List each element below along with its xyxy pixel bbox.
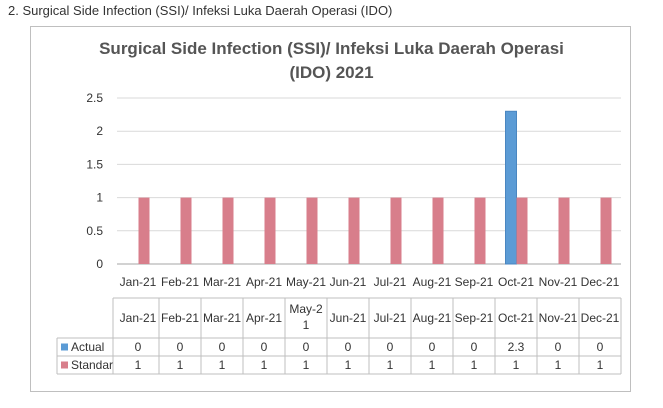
legend-key-actual (61, 343, 68, 351)
table-value-cell: 1 (471, 358, 478, 372)
chart-frame (30, 26, 631, 392)
legend-key-standar (61, 361, 68, 369)
x-tick-label: Feb-21 (161, 275, 199, 289)
table-header-cell: Sep-21 (455, 311, 494, 325)
table-value-cell: 0 (471, 340, 478, 354)
bar-standar (264, 197, 276, 264)
table-value-cell: 1 (513, 358, 520, 372)
table-value-cell: 1 (597, 358, 604, 372)
document-heading: 2. Surgical Side Infection (SSI)/ Infeks… (8, 3, 393, 18)
table-value-cell: 0 (387, 340, 394, 354)
bar-standar (222, 197, 234, 264)
y-tick-label: 0.5 (86, 224, 103, 238)
x-tick-label: Dec-21 (581, 275, 620, 289)
table-value-cell: 1 (387, 358, 394, 372)
bar-standar (558, 197, 570, 264)
table-value-cell: 0 (597, 340, 604, 354)
bar-standar (180, 197, 192, 264)
table-header-cell: Jun-21 (330, 311, 367, 325)
table-header-cell: Nov-21 (539, 311, 578, 325)
table-value-cell: 1 (261, 358, 268, 372)
table-value-cell: 0 (177, 340, 184, 354)
table-header-cell: Mar-21 (203, 311, 241, 325)
table-header-cell: Apr-21 (246, 311, 282, 325)
bar-standar (306, 197, 318, 264)
table-value-cell: 1 (555, 358, 562, 372)
table-header-cell: 1 (303, 318, 310, 332)
table-value-cell: 1 (345, 358, 352, 372)
table-value-cell: 1 (177, 358, 184, 372)
table-value-cell: 1 (303, 358, 310, 372)
chart-title-line2: (IDO) 2021 (289, 63, 374, 82)
y-tick-label: 0 (96, 257, 103, 271)
table-header-cell: May-2 (289, 302, 323, 316)
bar-standar (390, 197, 402, 264)
x-tick-label: Sep-21 (455, 275, 494, 289)
table-value-cell: 0 (345, 340, 352, 354)
bar-standar (432, 197, 444, 264)
bar-standar (474, 197, 486, 264)
table-header-cell: Oct-21 (498, 311, 534, 325)
x-tick-label: Jan-21 (120, 275, 157, 289)
x-tick-label: Apr-21 (246, 275, 282, 289)
legend-label-actual: Actual (71, 340, 104, 354)
bar-standar (600, 197, 612, 264)
x-tick-label: May-21 (286, 275, 326, 289)
table-header-cell: Dec-21 (581, 311, 620, 325)
table-value-cell: 1 (219, 358, 226, 372)
x-tick-label: Nov-21 (539, 275, 578, 289)
table-header-cell: Aug-21 (413, 311, 452, 325)
y-tick-label: 2 (96, 124, 103, 138)
table-value-cell: 0 (555, 340, 562, 354)
table-value-cell: 0 (219, 340, 226, 354)
table-value-cell: 1 (429, 358, 436, 372)
table-header-cell: Jan-21 (120, 311, 157, 325)
bar-standar (516, 197, 528, 264)
x-tick-label: Mar-21 (203, 275, 241, 289)
table-value-cell: 2.3 (508, 340, 525, 354)
chart-title-line1: Surgical Side Infection (SSI)/ Infeksi L… (99, 39, 564, 58)
x-tick-label: Jul-21 (374, 275, 407, 289)
y-tick-label: 1.5 (86, 157, 103, 171)
y-tick-label: 2.5 (86, 91, 103, 105)
x-tick-label: Aug-21 (413, 275, 452, 289)
x-tick-label: Jun-21 (330, 275, 367, 289)
table-value-cell: 0 (135, 340, 142, 354)
table-header-cell: Jul-21 (374, 311, 407, 325)
table-header-cell: Feb-21 (161, 311, 199, 325)
x-tick-label: Oct-21 (498, 275, 534, 289)
table-value-cell: 0 (303, 340, 310, 354)
table-value-cell: 1 (135, 358, 142, 372)
bar-standar (138, 197, 150, 264)
table-value-cell: 0 (261, 340, 268, 354)
table-value-cell: 0 (429, 340, 436, 354)
y-tick-label: 1 (96, 191, 103, 205)
bar-actual (505, 110, 517, 265)
legend-label-standar: Standar (71, 358, 113, 372)
bar-standar (348, 197, 360, 264)
